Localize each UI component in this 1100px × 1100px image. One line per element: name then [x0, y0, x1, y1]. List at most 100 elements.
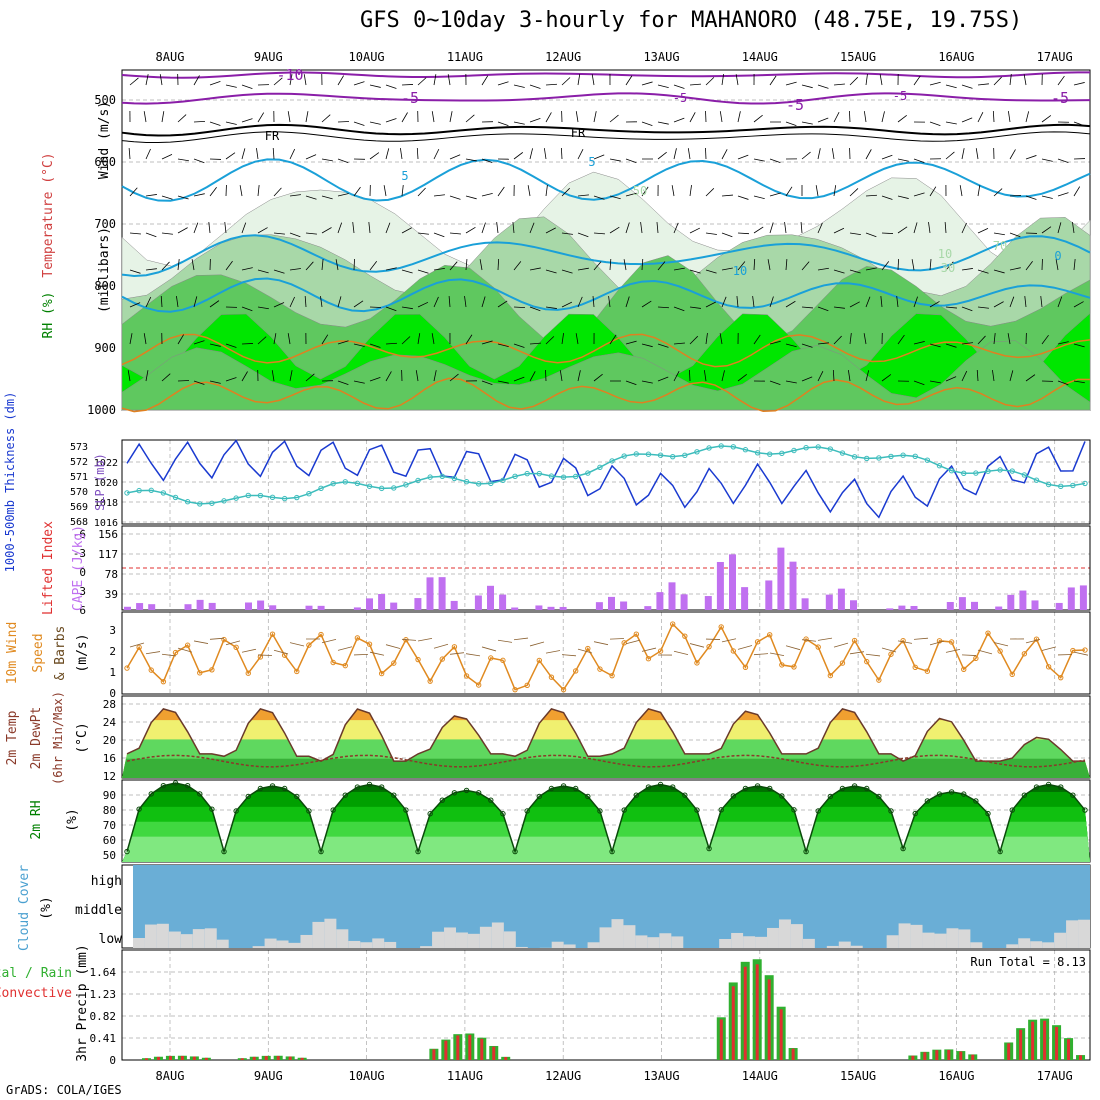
wind-speed-line	[126, 622, 1086, 691]
date-label-bottom: 15AUG	[840, 1069, 876, 1083]
low-cloud-bar	[850, 945, 863, 948]
cape-bar	[741, 587, 749, 610]
cape-bar	[765, 580, 773, 610]
wind-speed-line-point	[1058, 674, 1064, 681]
wind-barb	[817, 370, 824, 382]
low-cloud-bar	[767, 927, 779, 948]
wind-barb	[721, 296, 727, 308]
wind-barb	[753, 258, 756, 271]
wind-barb	[641, 258, 644, 271]
wind-barb	[497, 258, 500, 271]
temp-line	[126, 708, 1085, 762]
precip-convective-bar	[923, 1052, 927, 1060]
wind-barb	[529, 222, 535, 234]
wind-barb	[127, 370, 131, 382]
cape-bar	[511, 607, 519, 610]
low-cloud-bar	[467, 933, 480, 948]
wind-barb	[849, 110, 851, 123]
slp-tick: 1020	[94, 478, 118, 489]
wind-barb	[289, 296, 295, 308]
wind-barb	[513, 376, 525, 382]
wind-barb	[352, 222, 355, 234]
wind-barb-10m	[689, 643, 705, 648]
low-cloud-bar	[910, 924, 923, 948]
wind-barb	[928, 222, 931, 234]
precip-convective-bar	[240, 1058, 244, 1060]
wind-barb	[273, 77, 283, 86]
wind-barb	[945, 376, 957, 382]
cape-bar	[595, 602, 603, 610]
wind-speed-line-point	[657, 648, 664, 654]
wind-barb	[657, 261, 666, 271]
low-cloud-bar	[599, 927, 612, 948]
wind-barb	[625, 340, 637, 345]
wind-barb	[497, 300, 508, 308]
low-cloud-bar	[886, 935, 899, 948]
wind-barb	[417, 232, 429, 235]
cape-bar	[644, 606, 652, 610]
wind-barb	[241, 148, 246, 160]
wind-barb	[287, 333, 291, 345]
wind-barb	[737, 232, 750, 235]
wind-barb-10m	[961, 654, 977, 656]
date-label-top: 8AUG	[156, 50, 185, 64]
wind-barb	[945, 121, 957, 125]
wind-speed-line-point	[609, 672, 615, 679]
ylabel-temp-units: (°C)	[75, 722, 90, 753]
wind-barb	[321, 259, 324, 271]
wind-barb	[449, 373, 459, 382]
cape-bar	[474, 595, 482, 610]
wind-barb	[689, 306, 701, 309]
wind-barb-10m	[129, 642, 145, 648]
wind-barb	[833, 269, 845, 274]
wind-barb	[529, 306, 541, 312]
low-cloud-bar	[503, 931, 516, 948]
thickness-line	[126, 445, 1086, 505]
wind-barb	[817, 267, 829, 271]
wind-barb	[545, 185, 548, 197]
wind-barb	[689, 83, 701, 86]
date-label-bottom: 10AUG	[349, 1069, 385, 1083]
precip-convective-bar	[432, 1049, 436, 1060]
wind-barb	[737, 154, 749, 160]
wind-speed-line-point	[148, 667, 154, 673]
wind-barb	[897, 258, 899, 271]
wind-barb	[913, 75, 921, 86]
rh-line-point	[973, 798, 979, 804]
low-cloud-bar	[563, 944, 576, 948]
wind-barb	[705, 147, 707, 160]
wind-barb	[145, 296, 152, 308]
wind-barb	[609, 334, 617, 345]
wind-barb	[721, 74, 724, 86]
wind-barb	[959, 185, 963, 197]
wind-barb	[337, 222, 343, 234]
wind-barb	[945, 306, 957, 309]
ylabel-total-rain: Total / Rain	[0, 966, 72, 981]
wind-barb	[863, 111, 867, 123]
wind-barb	[929, 301, 940, 308]
wind-barb	[449, 154, 461, 160]
wind-barb	[1073, 343, 1085, 348]
low-cloud-bar	[587, 942, 600, 948]
wind-barb	[608, 296, 611, 308]
wind-barb	[177, 158, 189, 162]
wind-barb	[785, 343, 797, 348]
thickness-line-point	[597, 464, 603, 471]
temp-tick: 28	[103, 698, 116, 711]
wind-barb	[929, 186, 937, 197]
wind-barb	[529, 371, 536, 382]
temp-tick: 20	[103, 734, 116, 747]
rh-line-point	[827, 793, 834, 800]
low-cloud-bar	[1018, 938, 1031, 948]
wind-barb	[273, 269, 285, 274]
wind-barb	[993, 333, 996, 345]
cape-bar	[136, 603, 144, 610]
wind-speed-line-point	[294, 668, 300, 675]
wind-barb	[497, 343, 509, 347]
date-label-bottom: 8AUG	[156, 1069, 185, 1083]
wind-barb	[193, 158, 205, 164]
wind-barb	[321, 227, 332, 234]
temp-tick: 12	[103, 770, 116, 783]
wind-barb	[417, 269, 429, 274]
rh-line-point	[585, 793, 591, 800]
